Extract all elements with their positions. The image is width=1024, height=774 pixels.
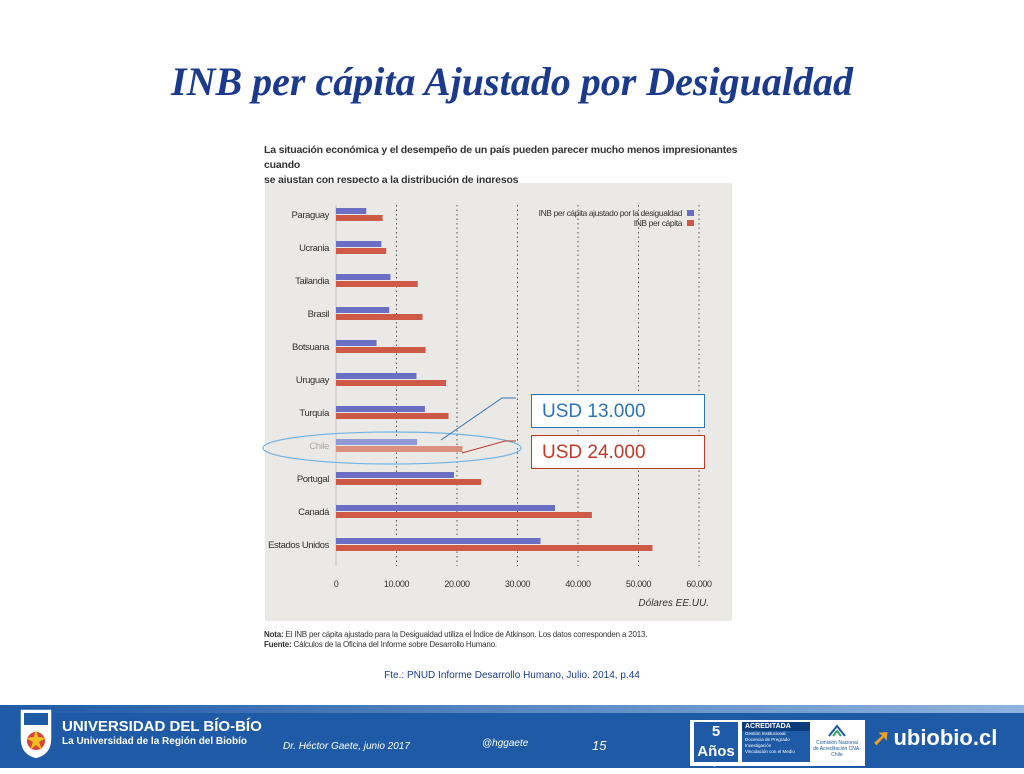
figure-heading-line1: La situación económica y el desempeño de…: [264, 144, 738, 171]
source-text: Cálculos de la Oficina del Informe sobre…: [291, 640, 498, 649]
bar: [336, 208, 367, 214]
x-axis-label: Dólares EE.UU.: [638, 598, 709, 609]
bar: [336, 472, 454, 478]
legend-swatch: [687, 220, 694, 226]
blue-callout-connector: [440, 397, 516, 441]
bar-chart: Paraguay Ucrania Tailandia Brasil Botsuana Ur…: [268, 205, 712, 609]
bar: [336, 545, 653, 551]
bar: [336, 340, 377, 346]
accreditation-item: Investigación: [745, 743, 772, 748]
category-label: Ucrania: [299, 243, 330, 254]
tick-label: 40.000: [565, 579, 591, 589]
university-name: UNIVERSIDAD DEL BÍO-BÍO: [62, 718, 262, 735]
bar: [336, 241, 382, 247]
slide-source: Fte.: PNUD Informe Desarrollo Humano, Ju…: [384, 670, 640, 681]
years-detail: Desde Agosto 2014 Hasta Agosto 2019: [694, 762, 738, 774]
bar: [336, 380, 447, 386]
category-label: Paraguay: [292, 210, 330, 221]
category-label: Uruguay: [296, 375, 330, 386]
note-text: El INB per cápita ajustado para la Desig…: [283, 630, 648, 639]
tick-label: 30.000: [505, 579, 531, 589]
accreditation-item: Docencia de Pregrado: [745, 737, 790, 742]
category-label: Botsuana: [292, 342, 330, 353]
footer-stripe: [0, 705, 1024, 713]
category-label: Canadá: [298, 507, 330, 518]
tick-label: 10.000: [384, 579, 410, 589]
category-label: Estados Unidos: [268, 540, 330, 551]
cna-text: Comisión Nacional de Acreditación CNA-Ch…: [813, 740, 861, 758]
category-label: Turquía: [299, 408, 330, 419]
bar: [336, 406, 425, 412]
source-label: Fuente:: [264, 640, 292, 649]
bar: [336, 281, 418, 287]
bar: [336, 314, 423, 320]
website-link[interactable]: ➚ ubiobio.cl: [872, 725, 997, 751]
university-shield-icon: [19, 708, 53, 760]
arrow-icon: ➚: [872, 725, 891, 750]
bar: [336, 446, 463, 452]
tick-label: 50.000: [626, 579, 652, 589]
bar: [336, 413, 449, 419]
website-text: ubiobio.cl: [893, 725, 998, 750]
accreditation-badge: ACREDITADA Gestión Institucional Docenci…: [742, 722, 810, 762]
note-label: Nota:: [264, 630, 284, 639]
bar: [336, 505, 556, 511]
bar: [336, 479, 482, 485]
author-date: Dr. Héctor Gaete, junio 2017: [283, 741, 410, 752]
accreditation-title: ACREDITADA: [742, 722, 810, 731]
years-badge: 5 Años Desde Agosto 2014 Hasta Agosto 20…: [694, 722, 738, 774]
social-handle: @hggaete: [482, 738, 529, 749]
bar: [336, 538, 541, 544]
legend-swatch: [687, 210, 694, 216]
tick-label: 20.000: [444, 579, 470, 589]
tick-label: 0: [334, 579, 339, 589]
tick-label: 60.000: [686, 579, 712, 589]
page-number: 15: [592, 738, 607, 753]
callout-gni-value: USD 24.000: [531, 435, 705, 469]
category-label: Brasil: [308, 309, 330, 320]
accreditation-item: Gestión Institucional: [745, 731, 786, 736]
bar: [336, 347, 426, 353]
figure-note: Nota: El INB per cápita ajustado para la…: [264, 630, 744, 650]
legend-label: INB per cápita: [634, 218, 683, 228]
footer: UNIVERSIDAD DEL BÍO-BÍO La Universidad d…: [0, 705, 1024, 774]
accreditation-panel: 5 Años Desde Agosto 2014 Hasta Agosto 20…: [690, 720, 865, 774]
category-label: Tailandia: [295, 276, 330, 287]
category-label: Portugal: [297, 474, 329, 485]
cna-logo: Comisión Nacional de Acreditación CNA-Ch…: [813, 724, 861, 758]
chile-highlight-ellipse: [262, 431, 522, 465]
years-number: 5 Años: [697, 723, 735, 760]
bar: [336, 248, 387, 254]
category-label: Chile: [309, 441, 329, 452]
bar: [336, 307, 390, 313]
bar: [336, 215, 383, 221]
callout-adjusted-value: USD 13.000: [531, 394, 705, 428]
slide-title: INB per cápita Ajustado por Desigualdad: [171, 59, 853, 104]
legend-label: INB per cápita ajustado por la desiguald…: [539, 208, 683, 218]
bar: [336, 373, 417, 379]
university-subtitle: La Universidad de la Región del Biobío: [62, 736, 248, 747]
cna-icon: [828, 724, 846, 737]
accreditation-item: Vinculación con el Medio: [745, 749, 795, 754]
bar: [336, 274, 391, 280]
red-callout-connector: [461, 440, 516, 454]
bar: [336, 439, 418, 445]
bar: [336, 512, 592, 518]
